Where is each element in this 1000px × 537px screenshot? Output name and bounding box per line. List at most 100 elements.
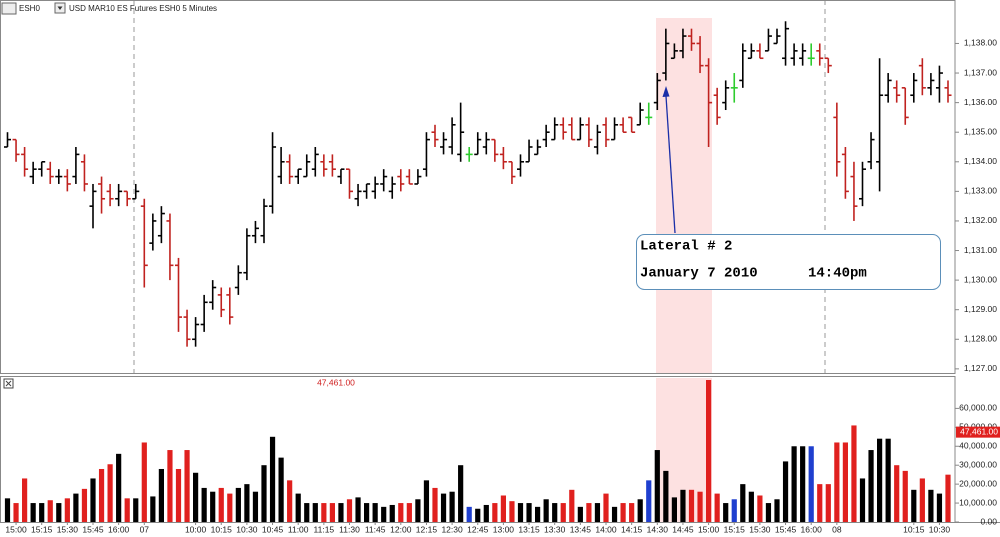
x-tick-label: 14:00 bbox=[595, 524, 617, 534]
x-tick-label: 13:45 bbox=[570, 524, 592, 534]
volume-bar bbox=[620, 503, 626, 522]
x-tick-label: 10:00 bbox=[185, 524, 207, 534]
volume-bar bbox=[124, 498, 130, 522]
volume-bar bbox=[714, 493, 720, 522]
volume-bar bbox=[458, 465, 464, 522]
volume-bar bbox=[945, 474, 951, 522]
x-tick-label: 14:30 bbox=[647, 524, 669, 534]
annotation-text: January 7 2010 bbox=[640, 266, 758, 282]
volume-bar bbox=[150, 496, 156, 522]
volume-bar bbox=[911, 489, 917, 522]
volume-bar bbox=[706, 380, 712, 522]
symbol-icon[interactable] bbox=[1, 2, 17, 15]
volume-bar bbox=[603, 493, 609, 522]
x-tick-label: 13:00 bbox=[493, 524, 515, 534]
volume-bar bbox=[731, 499, 737, 522]
x-tick-label: 16:00 bbox=[108, 524, 130, 534]
volume-bar bbox=[594, 503, 601, 522]
x-tick-label: 12:00 bbox=[390, 524, 412, 534]
x-tick-label: 11:45 bbox=[365, 524, 386, 534]
volume-bar bbox=[928, 489, 934, 522]
volume-bar bbox=[346, 499, 353, 522]
volume-bar bbox=[688, 489, 695, 522]
x-tick-label: 14:15 bbox=[621, 524, 643, 534]
arrow-head bbox=[662, 86, 670, 97]
volume-bar bbox=[800, 446, 806, 522]
volume-bar bbox=[492, 503, 498, 522]
volume-bar bbox=[304, 503, 310, 522]
volume-bar bbox=[535, 506, 541, 522]
volume-bar bbox=[637, 499, 643, 522]
chart-title: USD MAR10 ES Futures ESH0 5 Minutes bbox=[69, 4, 217, 13]
volume-bar bbox=[432, 487, 438, 522]
volume-bar bbox=[389, 504, 395, 522]
y-tick-label: 1,135.00 bbox=[964, 126, 997, 136]
volume-bar bbox=[851, 425, 857, 522]
y-tick-label: 10,000.00 bbox=[959, 497, 997, 507]
y-tick-label: 20,000.00 bbox=[959, 478, 997, 488]
volume-bar bbox=[526, 503, 532, 522]
x-tick-label: 15:00 bbox=[5, 524, 27, 534]
x-tick-label: 15:45 bbox=[82, 524, 104, 534]
y-tick-label: 1,132.00 bbox=[964, 215, 997, 225]
x-tick-label: 10:30 bbox=[929, 524, 951, 534]
volume-bar bbox=[415, 499, 421, 522]
volume-bar bbox=[748, 491, 754, 522]
marks: 1,127.00 1,128.00 1,129.00 1,130.00 1,131.00… bbox=[4, 21, 1000, 534]
volume-bar bbox=[791, 446, 797, 522]
volume-bar bbox=[218, 487, 224, 522]
x-tick-label: 13:30 bbox=[544, 524, 566, 534]
y-tick-label: 1,137.00 bbox=[964, 67, 997, 77]
volume-bar bbox=[287, 480, 293, 522]
x-tick-label: 13:15 bbox=[518, 524, 540, 534]
volume-bar bbox=[552, 503, 558, 522]
volume-bar bbox=[261, 465, 267, 522]
volume-bar bbox=[167, 450, 173, 522]
volume-bar bbox=[312, 503, 318, 522]
volume-bar bbox=[81, 488, 88, 522]
volume-bar bbox=[475, 508, 481, 522]
volume-bar bbox=[782, 461, 789, 522]
volume-bar bbox=[543, 499, 549, 522]
volume-bar bbox=[30, 503, 36, 522]
volume-bar bbox=[577, 506, 583, 522]
volume-bar bbox=[654, 450, 660, 522]
last-value-marker bbox=[956, 426, 1000, 438]
annotation-box bbox=[636, 234, 941, 290]
volume-bar bbox=[723, 503, 729, 522]
volume-bar bbox=[877, 438, 883, 522]
x-tick-label: 11:00 bbox=[288, 524, 309, 534]
volume-bar bbox=[825, 484, 831, 522]
y-tick-label: 1,130.00 bbox=[964, 274, 997, 284]
volume-bar bbox=[269, 436, 276, 522]
volume-bar bbox=[517, 503, 524, 522]
volume-bar bbox=[440, 493, 447, 522]
volume-bar bbox=[936, 493, 943, 522]
x-tick-label: 15:30 bbox=[57, 524, 79, 534]
y-tick-label: 50,000.00 bbox=[959, 422, 997, 432]
volume-bar bbox=[193, 472, 199, 522]
volume-bar bbox=[500, 495, 506, 522]
volume-bar bbox=[338, 503, 344, 522]
volume-bar bbox=[569, 489, 575, 522]
volume-bar bbox=[842, 442, 848, 522]
volume-bar bbox=[406, 503, 412, 522]
volume-bar bbox=[859, 478, 866, 522]
volume-bar bbox=[646, 480, 652, 522]
x-tick-label: 15:30 bbox=[749, 524, 771, 534]
x-tick-label: 15:15 bbox=[724, 524, 746, 534]
volume-bar bbox=[175, 468, 182, 522]
volume-bar bbox=[141, 442, 147, 522]
volume-bar bbox=[227, 493, 233, 522]
volume-bar bbox=[107, 464, 113, 522]
volume-bar bbox=[398, 503, 404, 522]
volume-bar bbox=[47, 500, 53, 522]
volume-bar bbox=[372, 503, 378, 522]
y-tick-label: 1,129.00 bbox=[964, 304, 997, 314]
x-tick-label: 11:15 bbox=[314, 524, 335, 534]
volume-bar bbox=[39, 503, 45, 522]
symbol: ESH0 bbox=[19, 4, 40, 13]
volume-bar bbox=[210, 491, 216, 522]
volume-bar bbox=[13, 503, 19, 522]
